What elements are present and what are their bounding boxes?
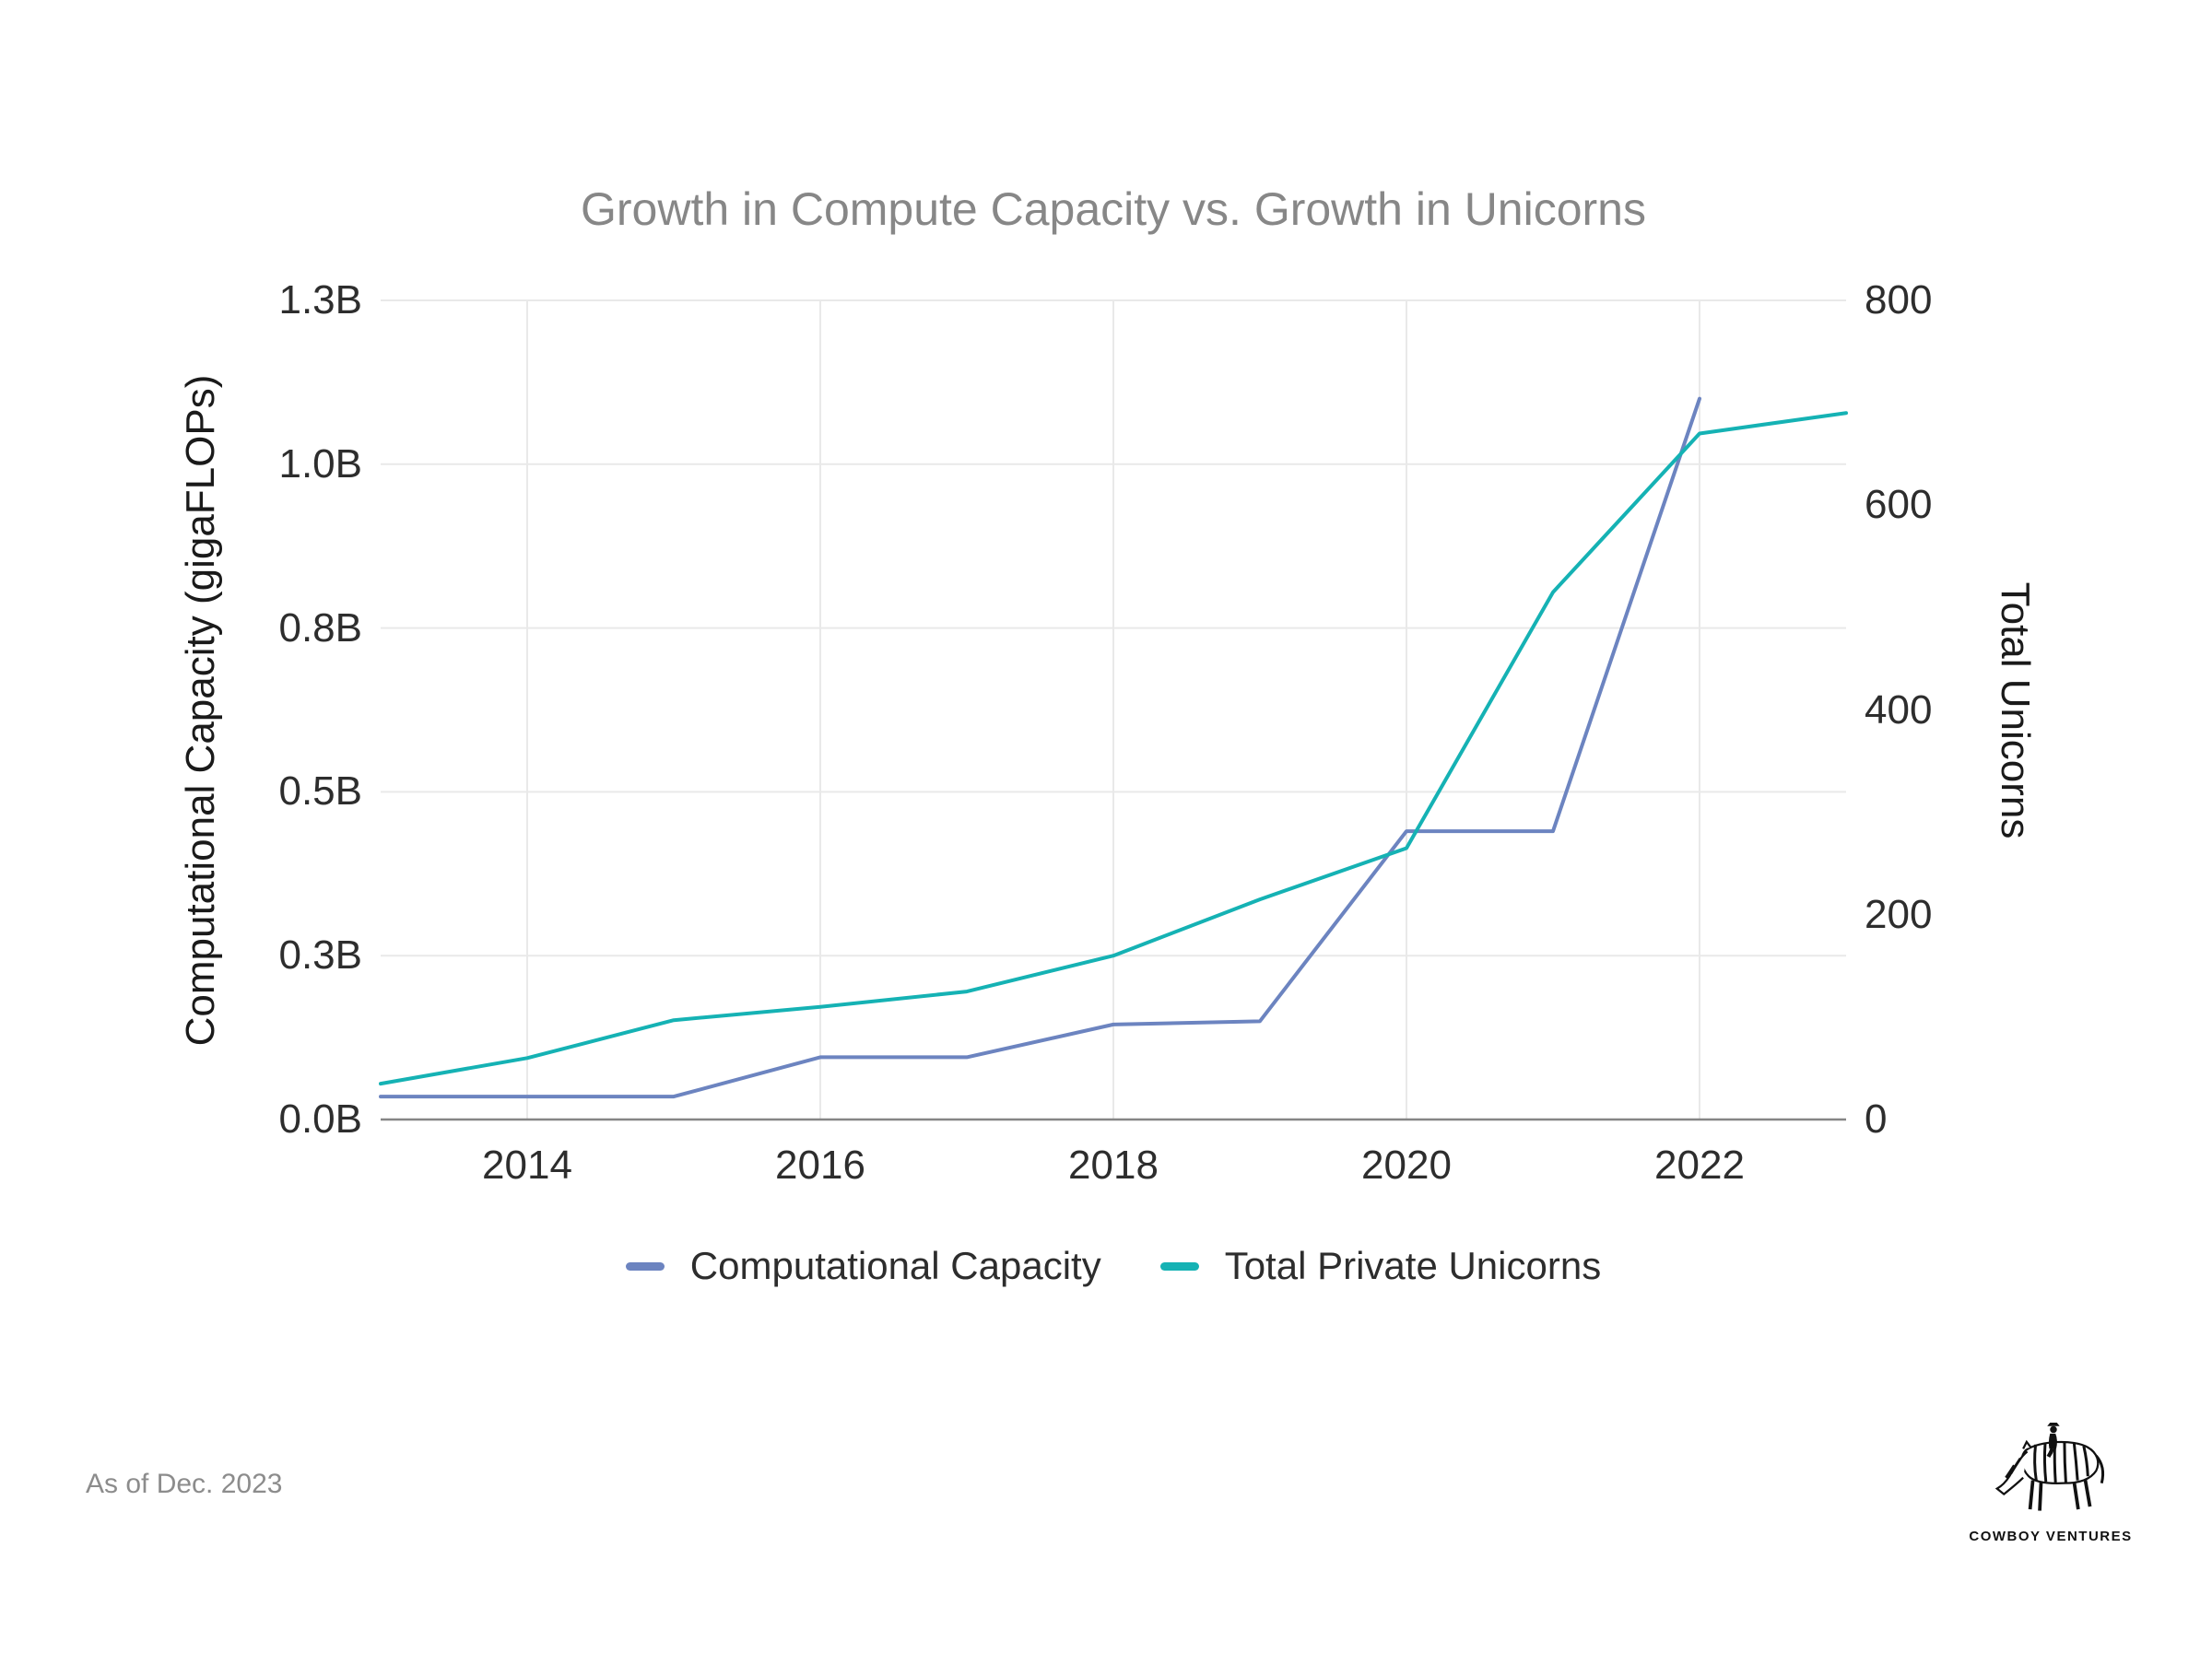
- total-private-unicorns-line: [379, 411, 1848, 1086]
- x-tick-2020: 2020: [1361, 1143, 1452, 1188]
- legend-item-computational-capacity[interactable]: Computational Capacity: [625, 1244, 1101, 1287]
- x-tick-2022: 2022: [1654, 1143, 1745, 1188]
- zebra-with-cowboy-rider-icon: [1994, 1422, 2105, 1511]
- chart-title: Growth in Compute Capacity vs. Growth in…: [581, 183, 1646, 235]
- legend-label-computational-capacity: Computational Capacity: [689, 1244, 1101, 1287]
- x-tick-2018: 2018: [1068, 1143, 1159, 1188]
- y-left-tick-0.0B: 0.0B: [278, 1096, 362, 1142]
- cowboy-ventures-logo: COWBOY VENTURES: [1963, 1417, 2138, 1544]
- y-left-tick-0.5B: 0.5B: [278, 768, 362, 815]
- legend: Computational Capacity Total Private Uni…: [381, 1242, 1846, 1290]
- y-left-tick-0.3B: 0.3B: [278, 932, 362, 979]
- legend-item-total-private-unicorns[interactable]: Total Private Unicorns: [1159, 1244, 1602, 1287]
- total-private-unicorns-swatch-icon: [1159, 1261, 1199, 1271]
- computational-capacity-swatch-icon: [625, 1261, 665, 1271]
- y-right-tick-800: 800: [1865, 277, 1933, 322]
- y-left-tick-0.8B: 0.8B: [278, 604, 362, 651]
- y-right-tick-400: 400: [1865, 686, 1933, 733]
- y-left-tick-1.0B: 1.0B: [278, 440, 362, 487]
- as-of-date-footnote: As of Dec. 2023: [86, 1469, 283, 1499]
- x-tick-2014: 2014: [482, 1143, 572, 1188]
- computational-capacity-line: [379, 396, 1701, 1099]
- x-tick-2016: 2016: [775, 1143, 865, 1188]
- y-left-tick-1.3B: 1.3B: [278, 277, 362, 322]
- legend-label-total-private-unicorns: Total Private Unicorns: [1224, 1244, 1602, 1287]
- y-right-tick-0: 0: [1865, 1096, 1888, 1142]
- y-right-tick-600: 600: [1865, 482, 1933, 528]
- y-right-tick-200: 200: [1865, 891, 1933, 937]
- cowboy-ventures-wordmark: COWBOY VENTURES: [1969, 1529, 2133, 1544]
